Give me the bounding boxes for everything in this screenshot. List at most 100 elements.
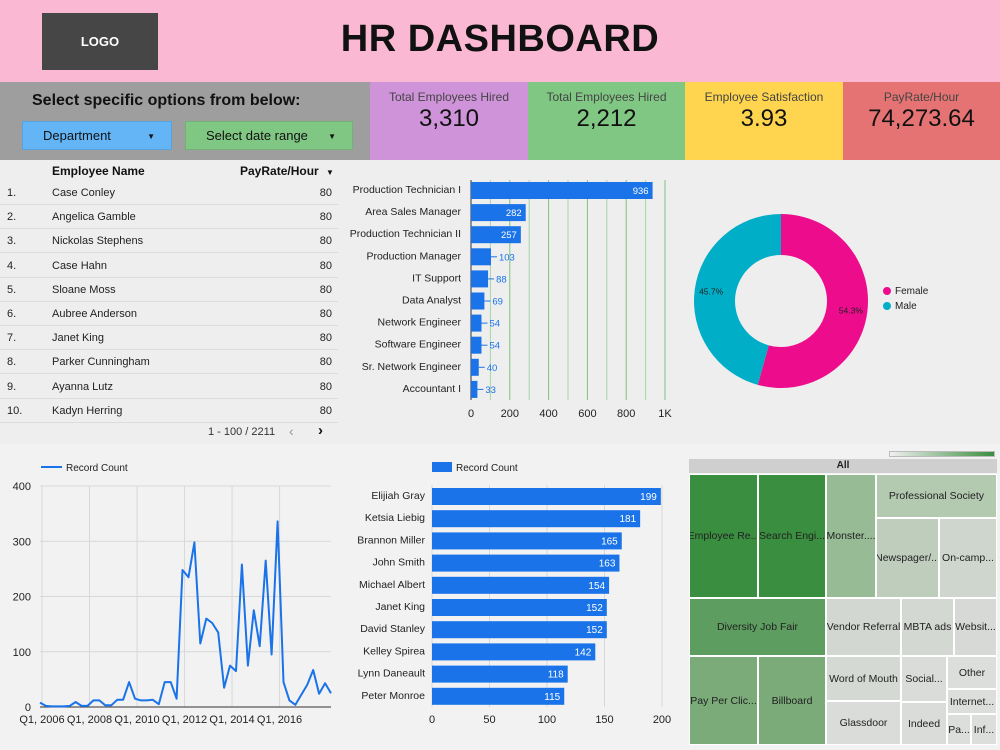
employee-name: Ayanna Lutz xyxy=(52,380,113,393)
data-label: 33 xyxy=(485,385,496,396)
department-dropdown-label: Department xyxy=(43,128,111,143)
treemap-cell[interactable]: Internet... xyxy=(947,689,997,714)
department-dropdown[interactable]: Department ▼ xyxy=(22,121,172,150)
x-tick-label: Q1, 2014 xyxy=(209,714,254,726)
bar xyxy=(432,510,641,528)
kpi-value: 2,212 xyxy=(576,105,637,132)
employee-name: Case Hahn xyxy=(52,259,108,272)
table-row[interactable]: 5. Sloane Moss 80 xyxy=(0,278,338,302)
treemap-cell[interactable]: Websit... xyxy=(954,598,997,656)
row-number: 9. xyxy=(7,380,17,393)
legend-label: Record Count xyxy=(456,463,518,474)
row-number: 8. xyxy=(7,356,17,369)
category-label: IT Support xyxy=(412,272,461,284)
prev-page-icon[interactable]: ‹ xyxy=(289,423,294,439)
kpi-total-hired-2: Total Employees Hired 2,212 xyxy=(528,82,685,160)
table-row[interactable]: 6. Aubree Anderson 80 xyxy=(0,302,338,326)
row-number: 3. xyxy=(7,235,17,248)
treemap-label: Glassdoor xyxy=(839,717,888,729)
data-label: 103 xyxy=(499,252,515,263)
bar xyxy=(432,532,622,550)
table-row[interactable]: 2. Angelica Gamble 80 xyxy=(0,205,338,230)
data-label: 54 xyxy=(489,319,500,330)
table-row[interactable]: 10. Kadyn Herring 80 xyxy=(0,399,338,423)
bar xyxy=(471,314,482,332)
treemap-cell[interactable]: Glassdoor xyxy=(826,701,901,745)
data-label: 40 xyxy=(487,363,498,374)
bar xyxy=(432,554,620,572)
slice-label: 54.3% xyxy=(839,305,864,315)
table-row[interactable]: 1. Case Conley 80 xyxy=(0,181,338,205)
category-label: Kelley Spirea xyxy=(363,645,425,657)
x-tick-label: 0 xyxy=(468,408,474,420)
x-tick-label: 400 xyxy=(539,408,557,420)
table-row[interactable]: 8. Parker Cunningham 80 xyxy=(0,350,338,375)
x-tick-label: Q1, 2012 xyxy=(162,714,207,726)
bar xyxy=(471,204,526,222)
treemap-cell[interactable]: Indeed xyxy=(901,702,947,745)
x-tick-label: Q1, 2006 xyxy=(19,714,64,726)
row-number: 1. xyxy=(7,187,17,199)
column-header-payrate[interactable]: PayRate/Hour ▼ xyxy=(240,164,334,178)
bar xyxy=(471,270,489,288)
bar xyxy=(471,226,521,244)
employee-name: Kadyn Herring xyxy=(52,404,123,417)
treemap-cell[interactable]: Billboard xyxy=(758,656,826,745)
table-row[interactable]: 7. Janet King 80 xyxy=(0,326,338,351)
row-number: 4. xyxy=(7,259,17,272)
data-label: 154 xyxy=(588,581,605,592)
treemap-label: MBTA ads xyxy=(903,621,952,633)
treemap-cell[interactable]: Diversity Job Fair xyxy=(689,598,826,656)
treemap-cell[interactable]: Other xyxy=(947,656,997,689)
x-tick-label: 150 xyxy=(595,714,613,726)
column-header-payrate-label: PayRate/Hour xyxy=(240,164,319,178)
x-tick-label: Q1, 2016 xyxy=(257,714,302,726)
recruitment-source-treemap: All Employee Re... Search Engi... Monster..… xyxy=(689,451,997,747)
treemap-cell[interactable]: Search Engi... xyxy=(758,474,826,598)
bar xyxy=(432,665,568,683)
x-tick-label: Q1, 2010 xyxy=(114,714,159,726)
column-header-name[interactable]: Employee Name xyxy=(52,164,145,178)
treemap-cell[interactable]: Vendor Referral xyxy=(826,598,901,656)
treemap-cell[interactable]: MBTA ads xyxy=(901,598,954,656)
treemap-cell[interactable]: Newspager/... xyxy=(876,518,939,598)
bar xyxy=(471,380,478,398)
payrate-value: 80 xyxy=(319,404,332,417)
caret-down-icon: ▼ xyxy=(328,132,336,141)
category-label: Brannon Miller xyxy=(357,534,425,546)
y-tick-label: 300 xyxy=(13,536,31,548)
treemap-label: Internet... xyxy=(949,695,995,708)
legend-label: Record Count xyxy=(66,463,128,474)
date-range-label: Select date range xyxy=(206,128,308,143)
table-row[interactable]: 9. Ayanna Lutz 80 xyxy=(0,375,338,399)
treemap-cell[interactable]: Professional Society xyxy=(876,474,997,518)
payrate-value: 80 xyxy=(319,211,332,224)
treemap-cell[interactable]: Word of Mouth xyxy=(826,656,901,701)
x-tick-label: 50 xyxy=(483,714,495,726)
treemap-cell[interactable]: Social... xyxy=(901,656,947,702)
treemap-label: Social... xyxy=(905,673,943,685)
treemap-cell[interactable]: Pay Per Clic... xyxy=(689,656,758,745)
table-row[interactable]: 4. Case Hahn 80 xyxy=(0,254,338,278)
payrate-value: 80 xyxy=(319,332,332,345)
bar xyxy=(432,643,596,661)
treemap-label: Billboard xyxy=(771,694,813,707)
next-page-icon[interactable]: › xyxy=(318,422,323,439)
treemap-header[interactable]: All xyxy=(689,459,997,473)
color-scale-slider[interactable] xyxy=(889,451,995,457)
payrate-value: 80 xyxy=(319,380,332,393)
category-label: John Smith xyxy=(372,557,425,569)
kpi-value: 74,273.64 xyxy=(868,105,975,132)
table-row[interactable]: 3. Nickolas Stephens 80 xyxy=(0,229,338,254)
date-range-picker[interactable]: Select date range ▼ xyxy=(185,121,353,150)
legend-swatch xyxy=(432,462,452,472)
treemap-cell[interactable]: Inf... xyxy=(971,714,997,745)
data-label: 115 xyxy=(544,692,560,703)
treemap-cell[interactable]: Pa... xyxy=(947,714,971,745)
treemap-cell[interactable]: Employee Re... xyxy=(689,474,758,598)
treemap-label: Pa... xyxy=(948,723,970,736)
treemap-label: Other xyxy=(958,666,986,679)
treemap-cell[interactable]: Monster.... xyxy=(826,474,876,598)
treemap-cell[interactable]: On-camp... xyxy=(939,518,997,598)
bar xyxy=(432,621,607,639)
